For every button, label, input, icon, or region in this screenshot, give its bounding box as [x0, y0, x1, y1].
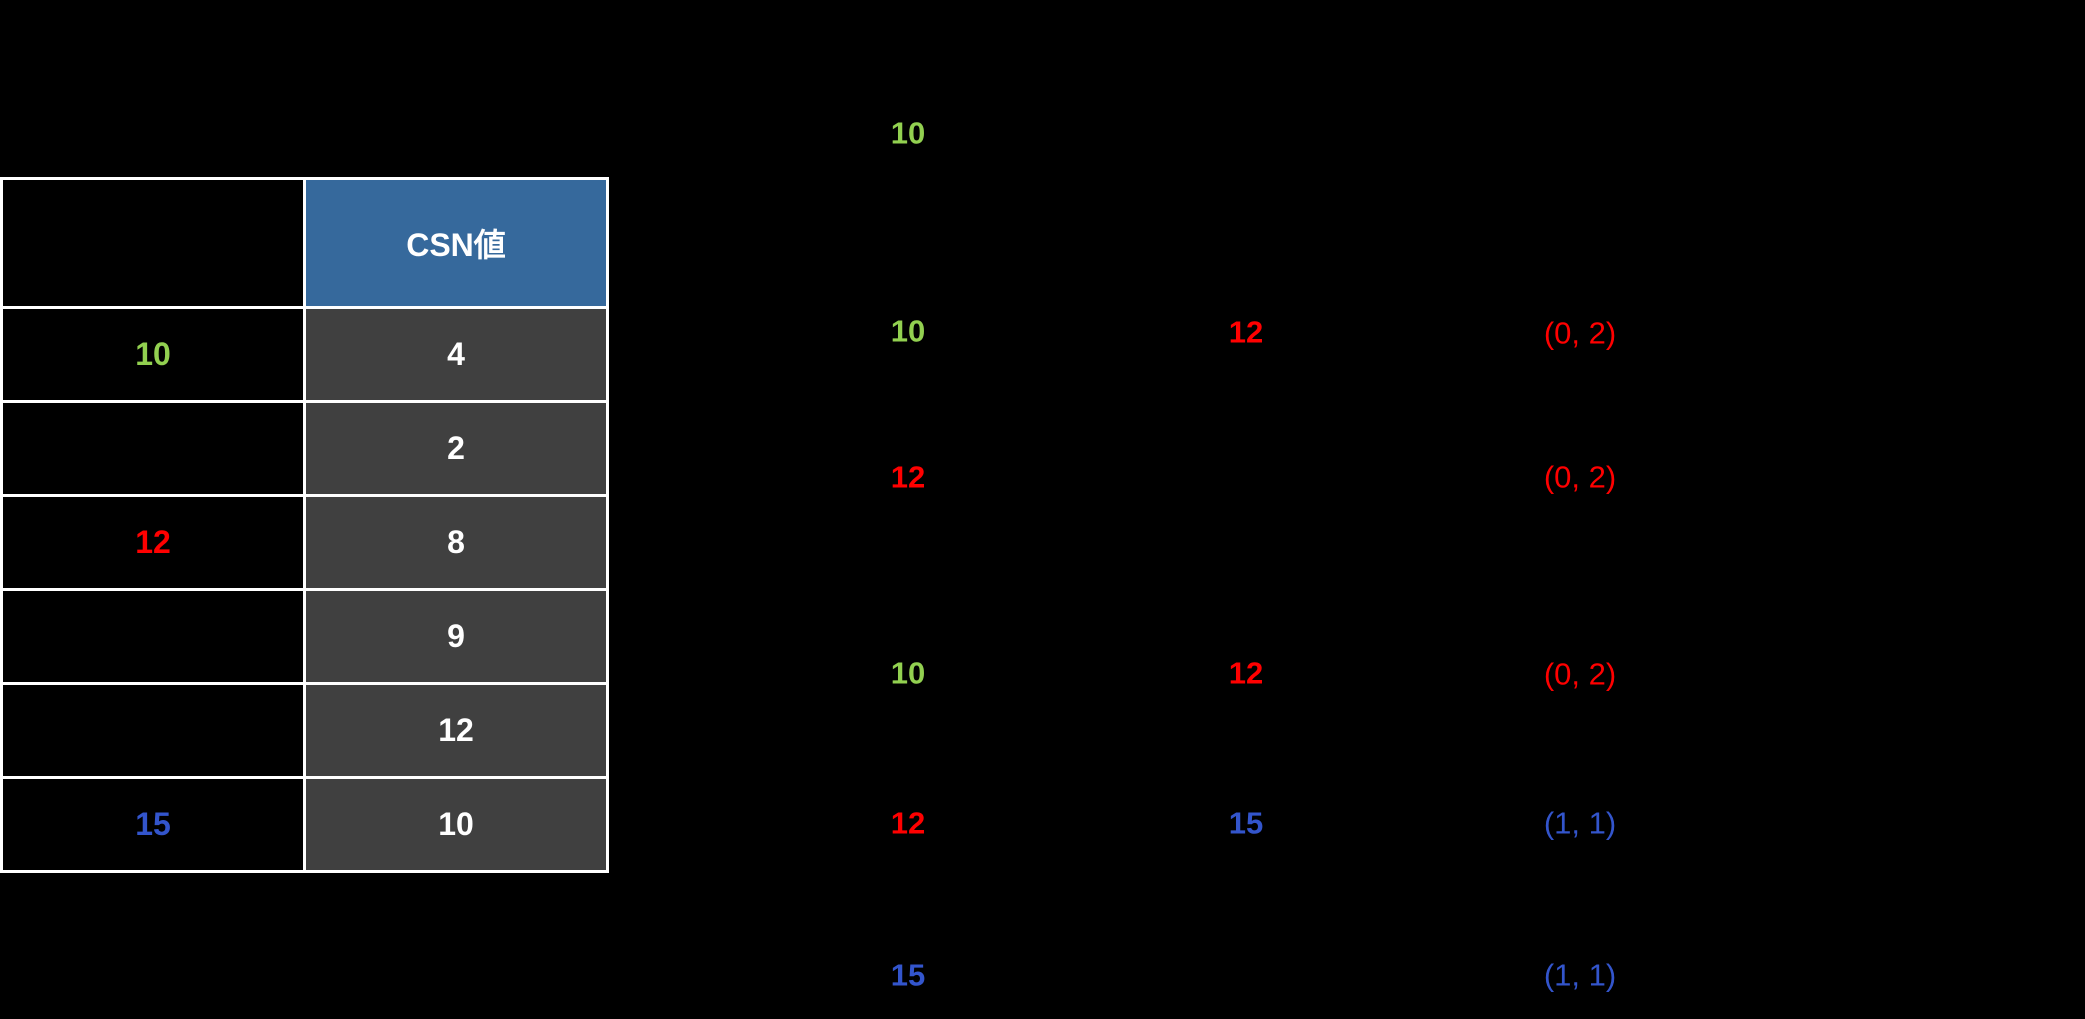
row-csn-cell: 12 — [303, 682, 609, 779]
row-csn-cell: 9 — [303, 588, 609, 685]
row-key-cell: 10 — [0, 306, 306, 403]
row-csn-cell: 8 — [303, 494, 609, 591]
diagram-snapshot-label: (1, 1) — [1543, 957, 1617, 993]
row-csn-cell: 4 — [303, 306, 609, 403]
table-header-empty-cell — [0, 177, 306, 309]
diagram-value-label: 12 — [1228, 314, 1264, 350]
table-row: 12 8 — [0, 494, 609, 591]
diagram-snapshot-label: (0, 2) — [1543, 656, 1617, 692]
row-key-cell — [0, 588, 306, 685]
diagram-snapshot-label: (1, 1) — [1543, 805, 1617, 841]
diagram-snapshot-label: (0, 2) — [1543, 315, 1617, 351]
row-key-cell — [0, 682, 306, 779]
row-key-cell: 15 — [0, 776, 306, 873]
table-row: 12 — [0, 682, 609, 779]
table-header-row: CSN値 — [0, 177, 609, 309]
diagram-snapshot-label: (0, 2) — [1543, 459, 1617, 495]
diagram-value-label: 12 — [890, 805, 926, 841]
row-key-cell: 12 — [0, 494, 306, 591]
diagram-value-label: 10 — [890, 655, 926, 691]
diagram-value-label: 10 — [890, 313, 926, 349]
table-row: 2 — [0, 400, 609, 497]
diagram-value-label: 12 — [1228, 655, 1264, 691]
table-row: 9 — [0, 588, 609, 685]
table-row: 10 4 — [0, 306, 609, 403]
row-key-cell — [0, 400, 306, 497]
diagram-value-label: 12 — [890, 459, 926, 495]
csn-value-table: CSN値 10 4 2 12 8 9 12 15 10 — [0, 177, 609, 873]
diagram-value-label: 15 — [890, 957, 926, 993]
row-csn-cell: 10 — [303, 776, 609, 873]
row-csn-cell: 2 — [303, 400, 609, 497]
table-header-csn-cell: CSN値 — [303, 177, 609, 309]
diagram-value-label: 15 — [1228, 805, 1264, 841]
table-row: 15 10 — [0, 776, 609, 873]
diagram-value-label: 10 — [890, 115, 926, 151]
